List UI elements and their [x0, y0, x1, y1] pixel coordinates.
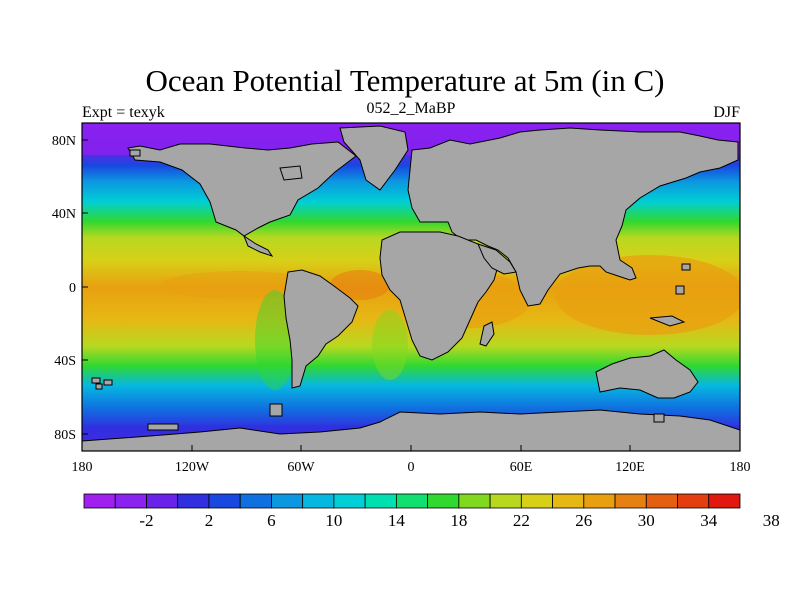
colorbar-swatch	[333, 493, 366, 509]
colorbar-swatch	[489, 493, 522, 509]
land-island-1	[147, 423, 179, 431]
colorbar-label: 38	[763, 511, 780, 530]
lat-tick-label: 40N	[52, 207, 76, 222]
colorbar-swatch	[239, 493, 272, 509]
colorbar-label: 34	[700, 511, 718, 530]
land-greenland	[339, 125, 409, 191]
lon-tick-label: 120W	[175, 460, 210, 475]
colorbar-swatch	[552, 493, 585, 509]
land-island-8	[681, 263, 691, 271]
land-island-6	[675, 285, 685, 295]
colorbar-label: 22	[513, 511, 530, 530]
latitude-axis: 80N 40N 0 40S 80S	[52, 134, 88, 443]
lat-tick-label: 80N	[52, 134, 76, 149]
season-label: DJF	[713, 104, 740, 121]
land-island-7	[653, 413, 665, 423]
colorbar-swatch	[645, 493, 678, 509]
lon-tick-label: 180	[72, 460, 93, 475]
colorbar-swatch	[583, 493, 616, 509]
land-island-4	[95, 383, 103, 390]
colorbar-label: 10	[325, 511, 342, 530]
land-central-america	[242, 234, 274, 257]
colorbar-label: 18	[450, 511, 467, 530]
lat-tick-label: 40S	[54, 354, 76, 369]
land-antarctica	[82, 409, 740, 451]
chart-title: Ocean Potential Temperature at 5m (in C)	[146, 63, 665, 98]
cool-current-south-america	[255, 290, 295, 390]
land-hudson-bay-islands	[279, 165, 303, 181]
colorbar-swatch	[677, 493, 710, 509]
warm-pool-atlantic	[330, 270, 390, 300]
colorbar-label: 2	[205, 511, 214, 530]
land-australia	[595, 349, 699, 399]
colorbar-swatch	[83, 493, 116, 509]
colorbar-label: 6	[267, 511, 276, 530]
lat-tick-label: 80S	[54, 428, 76, 443]
colorbar-label: -2	[139, 511, 153, 530]
land-madagascar	[479, 321, 495, 347]
colorbar-swatch	[427, 493, 460, 509]
land-north-america	[127, 141, 357, 237]
lon-tick-label: 60E	[510, 460, 533, 475]
lon-tick-label: 60W	[287, 460, 315, 475]
center-label: 052_2_MaBP	[367, 100, 456, 117]
colorbar-swatch	[614, 493, 647, 509]
land-south-america	[283, 269, 359, 389]
temperature-field	[82, 123, 740, 451]
land-eurasia	[407, 127, 739, 307]
colorbar-swatch	[520, 493, 553, 509]
colorbar-swatch	[364, 493, 397, 509]
colorbar: -226101418222630343842	[83, 493, 780, 530]
colorbar-label: 30	[638, 511, 655, 530]
colorbar-swatch	[458, 493, 491, 509]
colorbar-swatch	[208, 493, 241, 509]
land-island-3	[103, 379, 113, 386]
colorbar-label: 14	[388, 511, 406, 530]
land-arabia	[477, 243, 517, 275]
colorbar-swatch	[177, 493, 210, 509]
longitude-axis: 180 120W 60W 0 60E 120E 180	[72, 445, 751, 475]
cool-current-south-africa	[372, 310, 408, 380]
land-island-5	[129, 149, 141, 157]
lon-tick-label: 0	[408, 460, 415, 475]
colorbar-label: 26	[575, 511, 592, 530]
land	[82, 125, 740, 451]
colorbar-swatch	[271, 493, 304, 509]
land-new-guinea	[649, 315, 686, 327]
lon-tick-label: 180	[730, 460, 751, 475]
land-africa	[379, 231, 499, 361]
colorbar-swatch	[114, 493, 147, 509]
warm-band-east-pacific	[160, 271, 320, 299]
land-antarctic-peninsula	[269, 403, 283, 417]
colorbar-swatch	[395, 493, 429, 509]
experiment-label: Expt = texyk	[82, 104, 165, 121]
lon-tick-label: 120E	[615, 460, 645, 475]
colorbar-swatch	[708, 493, 741, 509]
warm-pool-west-pacific	[555, 255, 740, 335]
colorbar-swatch	[302, 493, 335, 509]
land-island-2	[91, 377, 101, 384]
colorbar-swatch	[146, 493, 179, 509]
lat-tick-label: 0	[69, 281, 76, 296]
